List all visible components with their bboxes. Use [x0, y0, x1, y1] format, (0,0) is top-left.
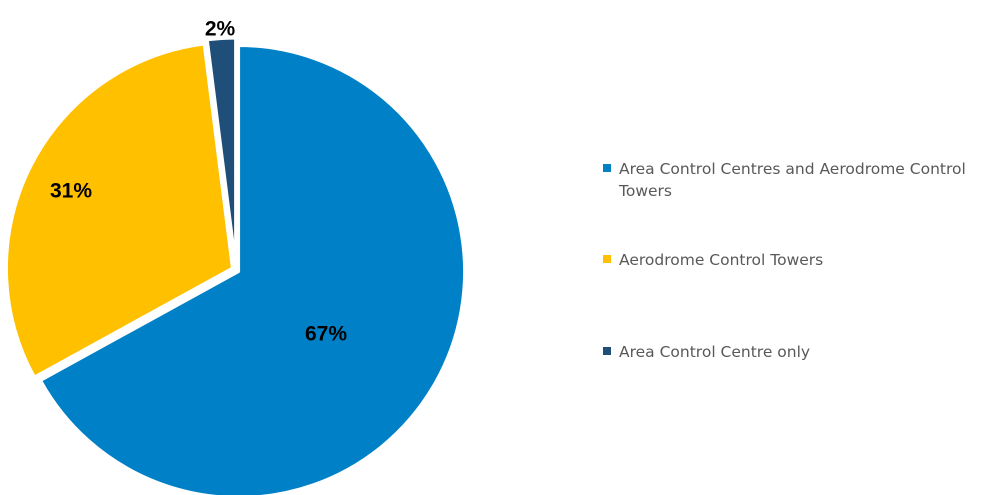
- legend-item-area-control-centre-only: Area Control Centre only: [603, 341, 979, 363]
- pie-slice-area-control-centres-and-aerodrome-control-towers: [39, 44, 467, 495]
- pie-slices: [4, 36, 467, 495]
- pie-labels: 67% 31% 2%: [50, 18, 347, 346]
- legend-swatch: [603, 347, 611, 355]
- legend-swatch: [603, 255, 611, 263]
- data-label-area-control-centre-only: 2%: [205, 18, 236, 41]
- legend-item-area-control-centres-and-aerodrome-control-towers: Area Control Centres and Aerodrome Contr…: [603, 158, 979, 202]
- pie-slice-area-control-centre-only: [205, 36, 238, 266]
- legend-swatch: [603, 164, 611, 172]
- pie-slice-aerodrome-control-towers: [4, 42, 234, 379]
- legend-item-aerodrome-control-towers: Aerodrome Control Towers: [603, 249, 979, 271]
- data-label-aerodrome-control-towers: 31%: [50, 180, 92, 203]
- legend-label: Area Control Centre only: [619, 343, 811, 361]
- legend-label: Aerodrome Control Towers: [619, 251, 824, 269]
- legend-label: Area Control Centres and Aerodrome Contr…: [619, 160, 966, 200]
- data-label-area-control-centres-and-aerodrome-control-towers: 67%: [305, 323, 347, 346]
